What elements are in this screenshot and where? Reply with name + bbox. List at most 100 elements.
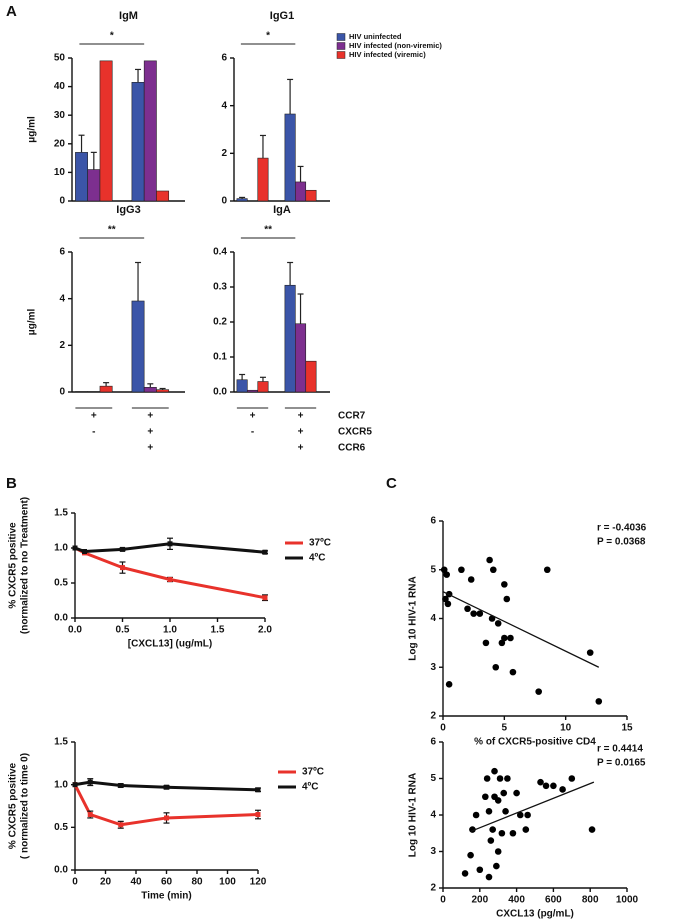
bar <box>87 169 101 202</box>
point <box>255 812 261 818</box>
x-tick-label: 100 <box>219 877 236 888</box>
point <box>72 782 78 788</box>
y-tick-label: 2 <box>221 148 227 159</box>
chart-title: IgG1 <box>270 10 294 22</box>
point <box>537 778 544 786</box>
y-tick-label: 0.5 <box>54 578 68 589</box>
point <box>445 681 453 688</box>
bar <box>284 284 296 393</box>
marker-sign: + <box>298 427 304 438</box>
point <box>559 786 566 793</box>
point <box>118 783 124 789</box>
point <box>444 600 452 608</box>
point <box>164 784 169 790</box>
marker-sign: + <box>147 443 153 454</box>
bar <box>156 190 170 202</box>
point <box>491 767 498 775</box>
y-tick-label: 3 <box>430 846 436 857</box>
panel-label: A <box>6 3 17 20</box>
point <box>509 668 517 676</box>
point <box>485 873 493 881</box>
marker-sign: - <box>251 427 254 438</box>
x-tick-label: 80 <box>191 877 203 888</box>
bar <box>99 60 113 202</box>
bar <box>131 300 145 393</box>
point <box>595 698 603 705</box>
y-tick-label: 50 <box>54 53 66 64</box>
point <box>501 634 508 642</box>
x-tick-label: 1.5 <box>211 625 225 636</box>
bar <box>143 60 157 202</box>
legend-label: 37ºC <box>309 538 331 549</box>
point <box>493 862 500 870</box>
point <box>461 870 469 877</box>
legend-swatch <box>336 42 346 50</box>
y-tick-label: 0.2 <box>213 317 227 328</box>
point <box>262 549 268 555</box>
chart-title: IgA <box>273 204 291 216</box>
point <box>72 545 78 551</box>
y-axis-label: μg/ml <box>27 116 38 143</box>
point <box>522 826 530 833</box>
marker-sign: + <box>298 443 304 454</box>
point <box>262 595 268 601</box>
point <box>442 595 449 603</box>
bar <box>295 181 307 202</box>
point <box>501 581 508 588</box>
point <box>482 793 489 801</box>
legend-label: 4ºC <box>302 782 318 793</box>
point <box>482 639 490 647</box>
annotation: r = -0.4036 <box>597 523 647 534</box>
point <box>516 811 524 819</box>
x-axis-label: [CXCL13] (ug/mL) <box>128 639 212 650</box>
y-tick-label: 1.5 <box>54 508 68 519</box>
x-tick-label: 1000 <box>616 895 639 906</box>
annotation: P = 0.0368 <box>597 537 646 548</box>
point <box>87 812 93 818</box>
x-tick-label: 0 <box>440 723 446 734</box>
marker-label: CCR6 <box>338 443 366 454</box>
chart-title: IgG3 <box>116 204 140 216</box>
point <box>509 829 517 837</box>
point <box>120 565 125 571</box>
point <box>542 782 550 790</box>
x-tick-label: 600 <box>545 895 562 906</box>
y-tick-label: 1.5 <box>54 737 68 748</box>
y-tick-label: 0 <box>221 196 227 207</box>
significance-label: * <box>266 31 270 42</box>
y-tick-label: 3 <box>430 662 436 673</box>
y-tick-label: 6 <box>430 737 436 748</box>
point <box>487 837 495 844</box>
point <box>550 782 557 790</box>
point <box>486 556 493 564</box>
bar <box>236 198 248 202</box>
annotation: P = 0.0165 <box>597 758 646 769</box>
x-tick-label: 0 <box>72 877 78 888</box>
y-tick-label: 4 <box>430 810 436 821</box>
point <box>588 826 596 833</box>
x-tick-label: 120 <box>250 877 267 888</box>
marker-label: CXCR5 <box>338 427 372 438</box>
y-axis-label: Log 10 HIV-1 RNA <box>408 773 419 857</box>
bar <box>295 323 307 393</box>
x-tick-label: 1.0 <box>163 625 177 636</box>
point <box>535 688 542 695</box>
point <box>503 595 511 603</box>
y-tick-label: 40 <box>54 81 66 92</box>
bar <box>305 360 317 393</box>
x-axis-label: % of CXCR5-positive CD4 <box>474 737 596 748</box>
point <box>504 775 511 782</box>
point <box>467 851 474 859</box>
bar <box>305 189 317 202</box>
trend-line <box>470 781 595 833</box>
marker-sign: - <box>92 427 95 438</box>
point <box>507 634 514 642</box>
point <box>458 566 465 574</box>
y-axis-label: μg/ml <box>27 308 38 335</box>
point <box>464 605 471 613</box>
point <box>82 549 87 554</box>
bar <box>75 152 88 202</box>
y-axis-label: % CXCR5 positive <box>8 522 19 609</box>
x-tick-label: 200 <box>471 895 488 906</box>
